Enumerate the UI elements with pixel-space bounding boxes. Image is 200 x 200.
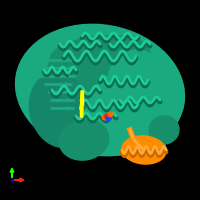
Ellipse shape (29, 72, 91, 148)
Ellipse shape (48, 44, 104, 108)
Point (108, 112, 112, 116)
Ellipse shape (149, 116, 179, 144)
Point (104, 114, 108, 118)
Point (106, 116, 110, 120)
Point (10, 178, 14, 182)
Point (102, 115, 106, 119)
Ellipse shape (50, 36, 150, 76)
Ellipse shape (122, 136, 166, 164)
Ellipse shape (108, 50, 164, 110)
Ellipse shape (59, 120, 109, 160)
Ellipse shape (89, 74, 159, 134)
Ellipse shape (78, 102, 142, 146)
Ellipse shape (122, 122, 166, 158)
Ellipse shape (16, 24, 184, 156)
